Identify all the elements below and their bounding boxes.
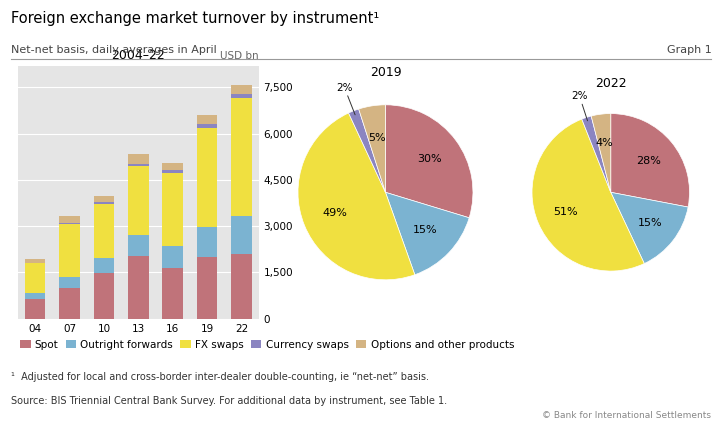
Bar — [25, 264, 45, 293]
Text: ¹  Adjusted for local and cross-border inter-dealer double-counting, ie “net-net: ¹ Adjusted for local and cross-border in… — [11, 372, 429, 382]
Bar — [197, 227, 217, 258]
Bar — [25, 293, 45, 299]
Bar — [94, 196, 114, 202]
Text: 4%: 4% — [595, 138, 613, 148]
Bar — [163, 162, 183, 170]
Bar — [94, 202, 114, 204]
Bar — [128, 235, 148, 255]
Bar — [197, 124, 217, 128]
Bar — [231, 254, 252, 319]
Bar — [128, 154, 148, 164]
Bar — [163, 268, 183, 319]
Text: 15%: 15% — [413, 225, 438, 235]
Bar — [231, 85, 252, 94]
Bar — [94, 204, 114, 258]
Wedge shape — [591, 113, 611, 192]
Bar — [231, 94, 252, 98]
Text: 15%: 15% — [638, 218, 662, 228]
Bar — [231, 216, 252, 254]
Bar — [59, 277, 80, 288]
Bar — [163, 170, 183, 173]
Text: 49%: 49% — [322, 208, 347, 218]
Wedge shape — [385, 192, 469, 275]
Wedge shape — [582, 116, 611, 192]
Bar — [25, 259, 45, 263]
Text: 28%: 28% — [636, 156, 662, 166]
Bar — [59, 288, 80, 319]
Text: USD bn: USD bn — [220, 51, 258, 61]
Bar — [59, 224, 80, 277]
Text: 51%: 51% — [553, 207, 577, 217]
Bar — [25, 263, 45, 264]
Wedge shape — [532, 119, 644, 271]
Bar — [163, 173, 183, 246]
Wedge shape — [298, 113, 415, 280]
Title: 2004–22: 2004–22 — [112, 49, 165, 62]
Text: 30%: 30% — [418, 155, 442, 164]
Bar — [128, 164, 148, 166]
Title: 2019: 2019 — [369, 66, 401, 79]
Wedge shape — [348, 109, 385, 192]
Wedge shape — [611, 113, 690, 207]
Wedge shape — [359, 105, 385, 192]
Bar — [128, 255, 148, 319]
Bar — [59, 223, 80, 224]
Bar — [197, 258, 217, 319]
Text: Source: BIS Triennial Central Bank Survey. For additional data by instrument, se: Source: BIS Triennial Central Bank Surve… — [11, 396, 447, 406]
Bar — [94, 258, 114, 273]
Text: 5%: 5% — [368, 133, 386, 143]
Bar — [59, 216, 80, 223]
Text: Net-net basis, daily averages in April: Net-net basis, daily averages in April — [11, 45, 217, 55]
Title: 2022: 2022 — [595, 77, 626, 90]
Wedge shape — [385, 105, 473, 218]
Text: 2%: 2% — [336, 83, 355, 115]
Text: 2%: 2% — [572, 91, 588, 121]
Text: Graph 1: Graph 1 — [667, 45, 711, 55]
Bar — [25, 299, 45, 319]
Wedge shape — [611, 192, 688, 264]
Bar — [197, 128, 217, 227]
Text: Foreign exchange market turnover by instrument¹: Foreign exchange market turnover by inst… — [11, 11, 379, 26]
Bar — [163, 246, 183, 268]
Bar — [94, 273, 114, 319]
Bar — [231, 98, 252, 216]
Bar — [128, 166, 148, 235]
Text: © Bank for International Settlements: © Bank for International Settlements — [542, 411, 711, 420]
Legend: Spot, Outright forwards, FX swaps, Currency swaps, Options and other products: Spot, Outright forwards, FX swaps, Curre… — [16, 336, 518, 354]
Bar — [197, 115, 217, 124]
